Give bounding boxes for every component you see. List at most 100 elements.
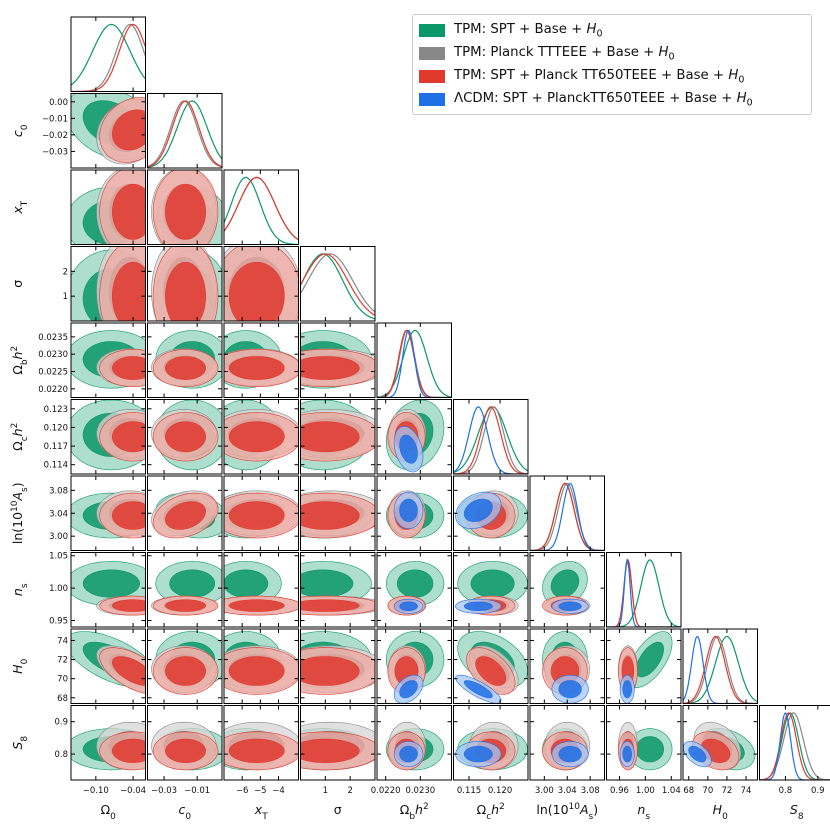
y-tick-label: 0.117	[44, 442, 68, 452]
x-tick-label: 0.115	[457, 786, 481, 796]
contour-panel	[300, 628, 376, 704]
y-tick-label: −0.02	[42, 131, 68, 141]
panel-frame	[453, 628, 529, 704]
panel-frame	[376, 399, 452, 475]
panel-frame	[682, 628, 758, 704]
y-tick-label: 1.05	[49, 552, 68, 562]
marginal-curve	[377, 329, 452, 398]
x-axis-label: σ	[334, 802, 342, 817]
y-tick-label: 70	[57, 675, 68, 685]
marginal-curve	[453, 406, 528, 474]
contour-panel	[300, 705, 376, 781]
marginal-panel	[70, 16, 146, 92]
contour-panel	[529, 705, 605, 781]
legend-entry: TPM: SPT + Planck TT650TEEE + Base + H0	[419, 65, 805, 88]
x-tick-label: 3.08	[581, 786, 600, 796]
marginal-curve	[453, 406, 528, 474]
y-tick-label: 0.95	[49, 617, 68, 627]
marginal-curve	[147, 100, 222, 168]
confidence-contour	[300, 738, 360, 764]
confidence-contour	[228, 356, 285, 380]
contour-panel	[376, 475, 452, 551]
contour-panel	[223, 399, 299, 475]
contour-panel	[529, 552, 605, 628]
x-tick-label: 2	[347, 786, 352, 796]
y-tick-label: 68	[57, 694, 68, 704]
y-tick-label: 0.8	[54, 750, 68, 760]
marginal-curve	[453, 406, 528, 473]
y-tick-label: −0.01	[42, 114, 68, 124]
legend-label: TPM: Planck TTTEEE + Base + H0	[454, 44, 675, 63]
contour-panel	[223, 628, 299, 704]
confidence-contour	[165, 183, 207, 240]
panel-frame	[376, 705, 452, 781]
x-axis-label: H0	[713, 802, 728, 822]
marginal-curve	[606, 559, 681, 627]
marginal-curve	[224, 176, 299, 241]
confidence-contour	[111, 261, 146, 321]
panel-frame	[70, 246, 146, 322]
y-tick-label: 0.0220	[38, 385, 68, 395]
x-tick-label: 70	[702, 786, 713, 796]
y-tick-label: 0.9	[54, 718, 68, 728]
marginal-curve	[759, 712, 830, 780]
panel-frame	[223, 399, 299, 475]
x-tick-label: 0.8	[779, 786, 793, 796]
contour-panel	[453, 552, 529, 628]
contour-panel	[147, 705, 223, 781]
marginal-curve	[530, 482, 605, 551]
marginal-curve	[453, 406, 528, 474]
legend-entry: TPM: Planck TTTEEE + Base + H0	[419, 42, 805, 65]
contour-panel	[223, 552, 299, 628]
panel-frame	[453, 705, 529, 781]
x-tick-label: −5	[254, 786, 267, 796]
marginal-curve	[224, 176, 299, 245]
panel-frame	[147, 93, 223, 169]
confidence-contour	[165, 501, 207, 530]
contour-panel	[376, 705, 452, 781]
marginal-curve	[606, 558, 681, 627]
contour-panel	[223, 246, 299, 322]
y-tick-label: 3.04	[49, 509, 68, 519]
legend-swatch	[419, 24, 445, 37]
legend-label: TPM: SPT + Planck TT650TEEE + Base + H0	[454, 67, 745, 86]
contour-panel	[453, 628, 529, 704]
contour-panel	[70, 169, 146, 245]
confidence-contour	[165, 356, 207, 380]
contour-panel	[300, 322, 376, 398]
marginal-curve	[300, 253, 375, 316]
panel-frame	[70, 16, 146, 92]
contour-panel	[223, 322, 299, 398]
panel-frame	[606, 628, 682, 704]
confidence-contour	[399, 498, 418, 522]
contour-panel	[223, 705, 299, 781]
x-tick-label: 72	[722, 786, 733, 796]
confidence-contour	[300, 421, 360, 453]
panel-frame	[223, 552, 299, 628]
marginal-curve	[147, 100, 222, 168]
panel-frame	[223, 169, 299, 245]
y-tick-label: 0.0225	[38, 368, 68, 378]
y-tick-label: 0.0235	[38, 333, 68, 343]
panel-frame	[223, 246, 299, 322]
contour-panel	[300, 552, 376, 628]
x-axis-label: Ωbh2	[400, 802, 429, 822]
y-tick-label: 0.00	[49, 98, 68, 108]
y-tick-label: 3.08	[49, 486, 68, 496]
panel-frame	[376, 322, 452, 398]
confidence-contour	[228, 738, 285, 764]
x-axis-label: c0	[178, 802, 191, 822]
x-tick-label: −6	[236, 786, 249, 796]
confidence-contour	[399, 680, 418, 699]
y-axis-label: Ωch2	[10, 423, 30, 451]
confidence-contour	[165, 421, 207, 453]
y-tick-label: 74	[57, 636, 68, 646]
confidence-contour	[688, 745, 707, 763]
panel-frame	[759, 705, 830, 781]
confidence-contour	[300, 356, 360, 380]
x-tick-label: 1.04	[662, 786, 681, 796]
confidence-contour	[300, 599, 360, 612]
x-axis-label: xT	[254, 802, 268, 822]
confidence-contour	[399, 745, 418, 763]
x-tick-label: 68	[683, 786, 694, 796]
